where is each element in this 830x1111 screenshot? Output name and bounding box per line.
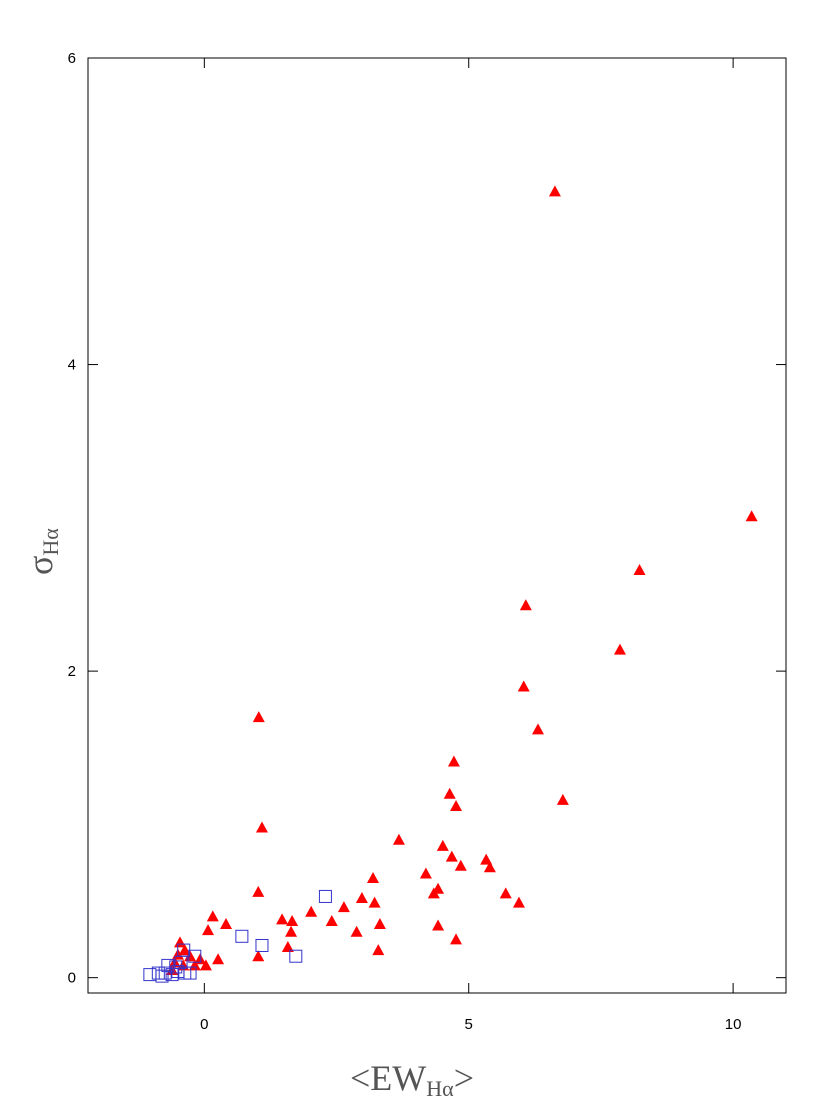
triangle-point xyxy=(212,953,225,965)
triangle-point xyxy=(202,924,215,936)
y-axis-label: σHα xyxy=(20,528,63,575)
triangle-point xyxy=(517,680,530,692)
triangle-point xyxy=(325,914,338,926)
triangle-point xyxy=(206,910,219,922)
square-point xyxy=(289,949,303,963)
triangle-point xyxy=(286,914,299,926)
plot-frame xyxy=(87,57,787,994)
triangle-point xyxy=(337,901,350,913)
square-point xyxy=(183,966,197,980)
y-tick-label: 0 xyxy=(68,970,76,987)
triangle-point xyxy=(480,853,493,865)
triangle-point xyxy=(483,861,496,873)
triangle-point xyxy=(436,839,449,851)
triangle-point xyxy=(305,905,318,917)
triangle-point xyxy=(372,944,385,956)
square-point xyxy=(174,955,188,969)
triangle-point xyxy=(499,887,512,899)
x-tick-label: 0 xyxy=(200,1016,208,1033)
triangle-point xyxy=(194,953,207,965)
y-tick-label: 2 xyxy=(68,663,76,680)
triangle-point xyxy=(355,891,368,903)
triangle-point xyxy=(419,867,432,879)
triangle-point xyxy=(188,959,201,971)
square-point xyxy=(158,966,172,980)
triangle-point xyxy=(548,185,561,197)
square-point xyxy=(318,889,332,903)
triangle-point xyxy=(174,936,187,948)
triangle-point xyxy=(512,896,525,908)
x-tick-label: 5 xyxy=(465,1016,473,1033)
triangle-point xyxy=(454,859,467,871)
triangle-point xyxy=(252,711,265,723)
square-point xyxy=(255,938,269,952)
square-point xyxy=(155,969,169,983)
triangle-point xyxy=(373,918,386,930)
triangle-point xyxy=(199,959,212,971)
triangle-point xyxy=(367,872,380,884)
square-point xyxy=(151,966,165,980)
triangle-point xyxy=(220,918,233,930)
triangle-point xyxy=(252,950,265,962)
triangle-point xyxy=(368,896,381,908)
triangle-point xyxy=(276,913,289,925)
triangle-point xyxy=(427,887,440,899)
triangle-point xyxy=(613,643,626,655)
triangle-point xyxy=(252,885,265,897)
triangle-point xyxy=(531,723,544,735)
triangle-point xyxy=(447,755,460,767)
triangle-point xyxy=(745,510,758,522)
triangle-point xyxy=(450,933,463,945)
triangle-point xyxy=(633,563,646,575)
y-tick-label: 4 xyxy=(68,357,76,374)
triangle-point xyxy=(443,787,456,799)
triangle-point xyxy=(350,925,363,937)
triangle-point xyxy=(392,833,405,845)
triangle-point xyxy=(445,850,458,862)
triangle-point xyxy=(519,599,532,611)
triangle-point xyxy=(177,959,190,971)
y-tick-label: 6 xyxy=(68,50,76,67)
square-point xyxy=(165,968,179,982)
triangle-point xyxy=(285,925,298,937)
x-axis-label: <EWHα> xyxy=(350,1058,474,1101)
square-point xyxy=(235,929,249,943)
x-tick-label: 10 xyxy=(725,1016,742,1033)
triangle-point xyxy=(178,944,191,956)
triangle-point xyxy=(281,941,294,953)
triangle-point xyxy=(556,793,569,805)
triangle-point xyxy=(432,919,445,931)
triangle-point xyxy=(255,821,268,833)
triangle-point xyxy=(450,800,463,811)
